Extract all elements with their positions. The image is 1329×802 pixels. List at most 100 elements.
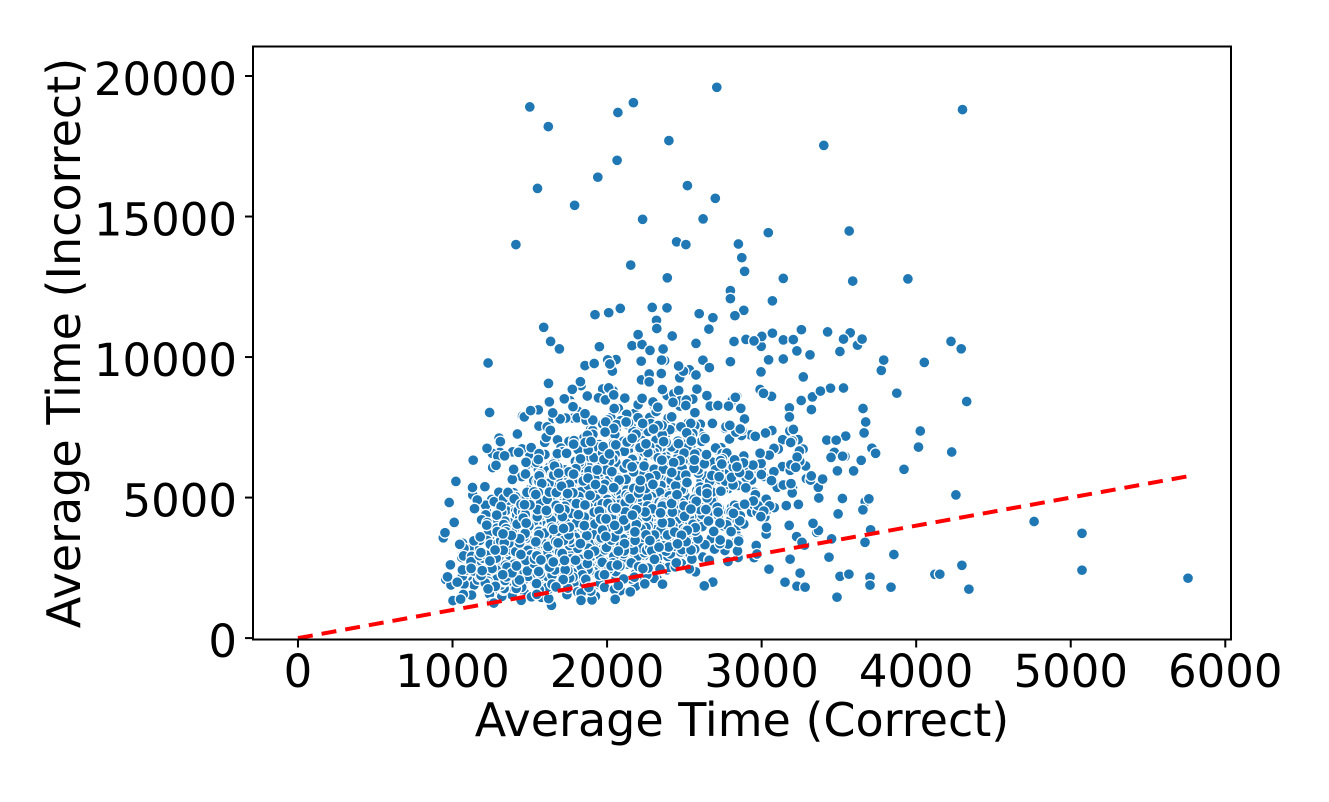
- data-point: [490, 508, 503, 522]
- data-point: [609, 593, 622, 606]
- data-point: [518, 498, 531, 511]
- data-point: [1075, 527, 1089, 540]
- data-point: [566, 400, 580, 413]
- data-point: [608, 519, 621, 532]
- data-point: [566, 383, 579, 396]
- data-point: [481, 582, 495, 596]
- data-point: [636, 417, 649, 430]
- data-point: [667, 456, 680, 469]
- data-point: [784, 436, 797, 449]
- data-point: [956, 103, 969, 116]
- data-point: [847, 464, 860, 478]
- data-point: [488, 543, 502, 557]
- data-point: [777, 333, 790, 347]
- data-point: [489, 459, 503, 472]
- data-point: [787, 333, 800, 346]
- data-point: [626, 508, 639, 522]
- data-point: [537, 321, 550, 334]
- data-point: [703, 361, 716, 374]
- data-point: [568, 199, 581, 212]
- data-point: [715, 457, 728, 471]
- scatter-points-layer: [437, 81, 1195, 612]
- data-point: [635, 392, 649, 405]
- data-point: [1027, 515, 1041, 528]
- data-point: [665, 466, 678, 479]
- data-point: [672, 359, 685, 373]
- data-point: [454, 593, 467, 606]
- data-point: [532, 453, 545, 466]
- data-point: [890, 387, 903, 400]
- data-point: [656, 578, 669, 591]
- data-point: [639, 437, 653, 450]
- data-point: [833, 345, 847, 358]
- data-point: [955, 559, 969, 572]
- data-point: [438, 526, 452, 539]
- data-point: [448, 516, 461, 529]
- data-point: [655, 353, 668, 367]
- data-point: [739, 481, 752, 494]
- data-point: [480, 442, 494, 455]
- x-axis-title: Average Time (Correct): [475, 693, 1010, 747]
- data-point: [483, 406, 496, 419]
- data-point: [441, 570, 454, 583]
- data-point: [1181, 572, 1195, 585]
- y-tick-label: 10000: [94, 334, 237, 387]
- data-point: [754, 365, 768, 379]
- x-tick-label: 5000: [1013, 645, 1128, 698]
- y-tick-label: 15000: [94, 194, 237, 247]
- data-point: [494, 435, 507, 448]
- data-point: [599, 530, 612, 543]
- data-point: [656, 342, 670, 356]
- data-point: [816, 472, 829, 486]
- data-point: [638, 577, 651, 590]
- data-point: [672, 437, 685, 450]
- data-point: [714, 485, 728, 498]
- data-point: [798, 581, 812, 594]
- data-point: [478, 480, 492, 493]
- data-point: [762, 226, 775, 239]
- data-point: [789, 461, 802, 474]
- data-point: [702, 514, 715, 528]
- x-tick-label: 2000: [550, 645, 665, 698]
- data-point: [553, 342, 566, 356]
- data-point: [466, 481, 479, 494]
- data-point: [727, 335, 741, 348]
- data-point: [710, 81, 723, 94]
- data-point: [572, 508, 585, 521]
- data-point: [700, 487, 714, 500]
- data-point: [510, 559, 523, 573]
- data-point: [561, 487, 574, 500]
- data-point: [552, 467, 565, 480]
- data-point: [897, 463, 911, 476]
- data-point: [790, 344, 804, 358]
- x-tick-label: 1000: [395, 645, 510, 698]
- data-point: [766, 294, 779, 307]
- data-point: [574, 537, 587, 550]
- data-point: [855, 332, 869, 346]
- data-point: [589, 478, 602, 491]
- data-point: [690, 382, 704, 396]
- data-point: [884, 581, 898, 594]
- data-point: [558, 554, 571, 567]
- data-point: [760, 521, 773, 534]
- data-point: [574, 375, 587, 388]
- identity-reference-line: [297, 473, 1192, 641]
- data-point: [567, 438, 580, 451]
- data-point: [759, 426, 772, 440]
- data-point: [612, 544, 625, 558]
- data-point: [660, 301, 674, 314]
- data-point: [519, 467, 532, 481]
- data-point: [702, 322, 716, 336]
- data-point: [666, 396, 680, 409]
- data-point: [476, 564, 489, 577]
- data-point: [584, 435, 598, 448]
- data-point: [626, 432, 639, 445]
- data-point: [679, 238, 693, 251]
- data-point: [513, 573, 526, 587]
- data-point: [557, 573, 570, 586]
- data-point: [582, 548, 595, 561]
- data-point: [627, 96, 640, 109]
- data-point: [609, 502, 623, 515]
